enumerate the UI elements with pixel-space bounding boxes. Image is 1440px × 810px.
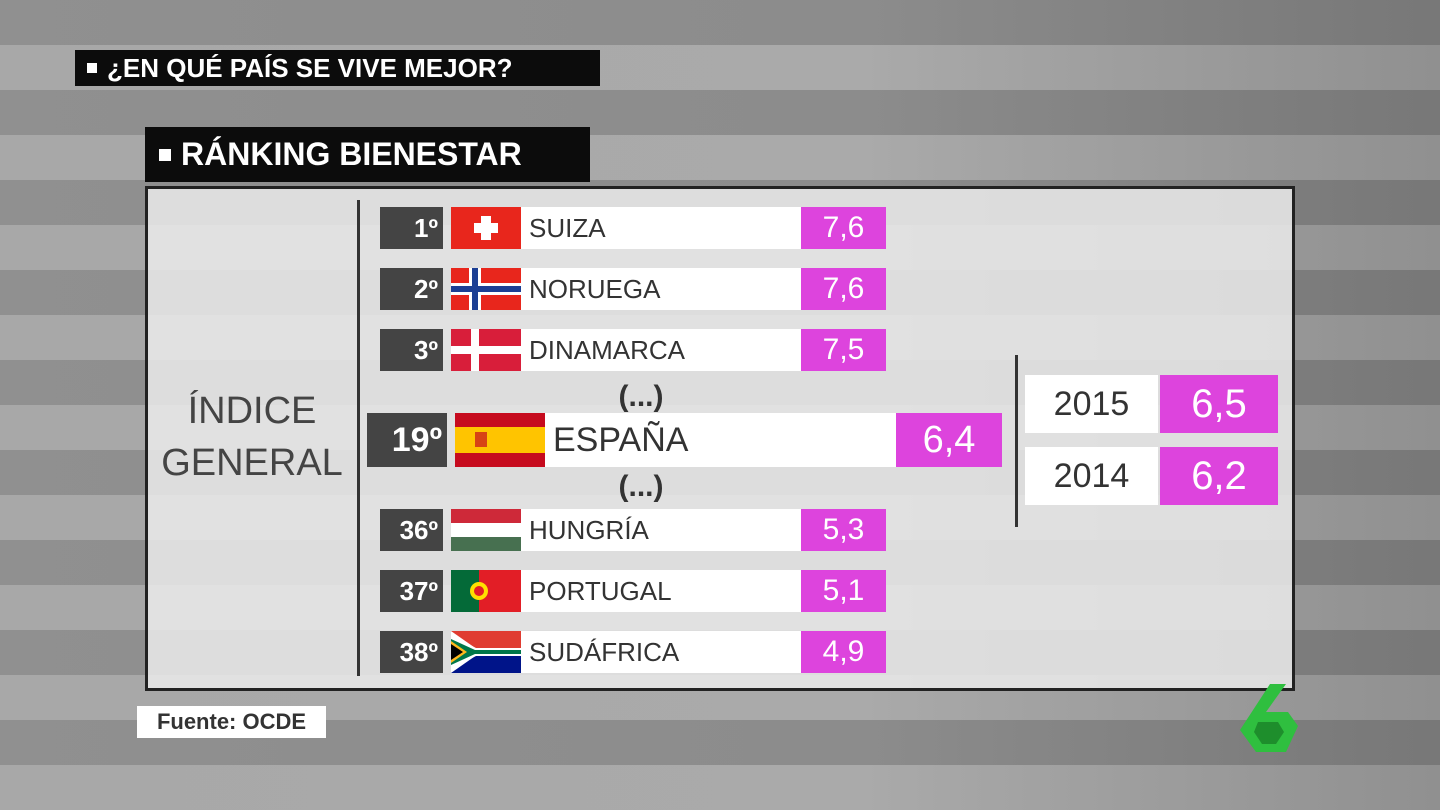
value: 5,3	[801, 509, 886, 551]
flag	[451, 570, 521, 612]
title: ¿EN QUÉ PAÍS SE VIVE MEJOR?	[107, 52, 513, 83]
country: SUDÁFRICA	[521, 631, 801, 673]
flag	[451, 207, 521, 249]
rank: 3º	[380, 329, 443, 371]
year: 2015	[1025, 375, 1158, 433]
channel-logo	[1240, 684, 1298, 752]
year-value: 6,2	[1160, 447, 1278, 505]
value: 5,1	[801, 570, 886, 612]
year-value: 6,5	[1160, 375, 1278, 433]
country: SUIZA	[521, 207, 801, 249]
title-box: ¿EN QUÉ PAÍS SE VIVE MEJOR?	[75, 50, 600, 86]
side-label: GENERAL	[161, 442, 343, 484]
rank: 38º	[380, 631, 443, 673]
flag	[455, 413, 545, 467]
value: 6,4	[896, 413, 1002, 467]
ellipsis: (...)	[618, 380, 664, 413]
country: ESPAÑA	[545, 413, 896, 467]
ellipsis: (...)	[618, 470, 664, 503]
rank: 1º	[380, 207, 443, 249]
subtitle-box: RÁNKING BIENESTAR	[145, 127, 590, 182]
rank: 2º	[380, 268, 443, 310]
year: 2014	[1025, 447, 1158, 505]
value: 7,6	[801, 207, 886, 249]
bullet	[87, 63, 97, 73]
flag	[451, 509, 521, 551]
divider	[1015, 355, 1018, 527]
rank: 36º	[380, 509, 443, 551]
subtitle: RÁNKING BIENESTAR	[181, 136, 522, 172]
value: 7,6	[801, 268, 886, 310]
country: NORUEGA	[521, 268, 801, 310]
divider	[357, 200, 360, 676]
bullet	[159, 148, 171, 161]
value: 7,5	[801, 329, 886, 371]
flag	[451, 329, 521, 371]
rank: 19º	[367, 413, 447, 467]
side-label: ÍNDICE	[187, 390, 317, 432]
country: PORTUGAL	[521, 570, 801, 612]
source: Fuente: OCDE	[137, 706, 326, 738]
country: HUNGRÍA	[521, 509, 801, 551]
flag	[451, 631, 521, 673]
value: 4,9	[801, 631, 886, 673]
country: DINAMARCA	[521, 329, 801, 371]
rank: 37º	[380, 570, 443, 612]
flag	[451, 268, 521, 310]
